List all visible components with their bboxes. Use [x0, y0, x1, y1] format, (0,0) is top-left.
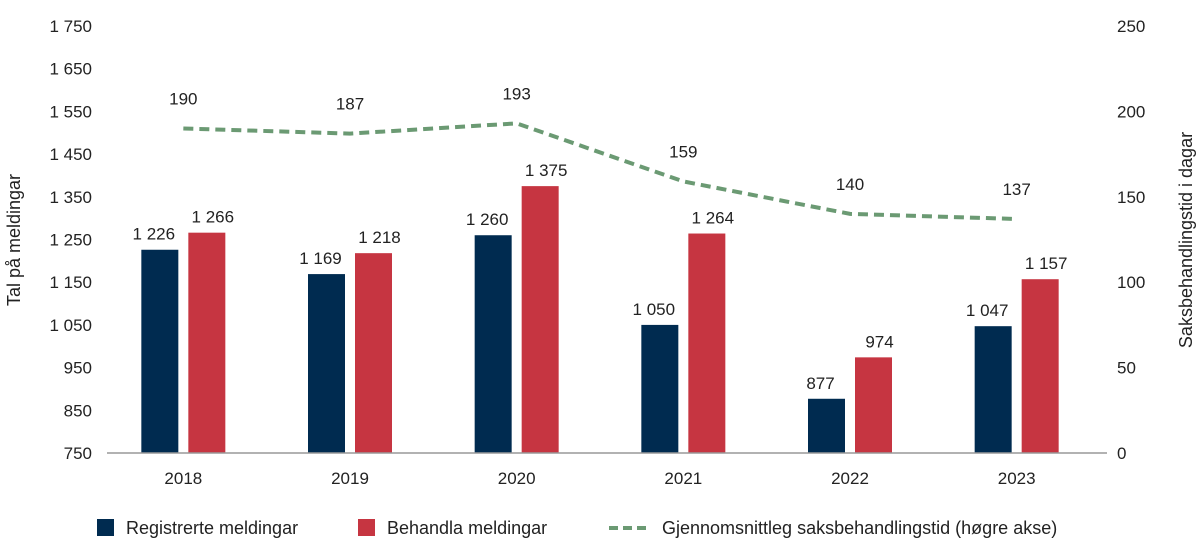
- y2-tick-label: 150: [1117, 188, 1145, 207]
- bar-registrerte-2019: [308, 274, 345, 453]
- bar-value-label: 1 260: [466, 210, 509, 229]
- line-value-label: 137: [1002, 180, 1030, 199]
- y-tick-label: 950: [64, 359, 92, 378]
- line-value-label: 187: [336, 95, 364, 114]
- bar-value-label: 1 375: [525, 161, 568, 180]
- line-value-label: 159: [669, 142, 697, 161]
- x-tick-label: 2022: [831, 469, 869, 488]
- y-tick-label: 750: [64, 444, 92, 463]
- line-value-label: 190: [169, 89, 197, 108]
- y-axis-label: Tal på meldingar: [4, 174, 24, 306]
- bar-value-label: 974: [865, 332, 893, 351]
- y-tick-label: 1 750: [49, 17, 92, 36]
- legend-label-behandla: Behandla meldingar: [387, 518, 547, 538]
- legend-label-saksbehandlingstid: Gjennomsnittleg saksbehandlingstid (høgr…: [662, 518, 1057, 538]
- bar-registrerte-2022: [808, 398, 845, 453]
- y-tick-label: 850: [64, 401, 92, 420]
- legend-swatch-behandla: [358, 519, 375, 536]
- bar-value-label: 877: [806, 374, 834, 393]
- bar-registrerte-2023: [974, 326, 1012, 453]
- bar-value-label: 1 264: [692, 209, 735, 228]
- y-tick-label: 1 250: [49, 231, 92, 250]
- bar-value-label: 1 157: [1025, 254, 1068, 273]
- y-tick-label: 1 650: [49, 60, 92, 79]
- y2-tick-label: 250: [1117, 17, 1145, 36]
- bar-value-label: 1 226: [133, 225, 176, 244]
- y-tick-label: 1 150: [49, 273, 92, 292]
- bar-registrerte-2021: [641, 324, 679, 453]
- bar-behandla-2022: [855, 357, 892, 453]
- x-tick-label: 2019: [331, 469, 369, 488]
- y-tick-label: 1 450: [49, 145, 92, 164]
- bar-value-label: 1 266: [192, 208, 235, 227]
- x-tick-label: 2021: [664, 469, 702, 488]
- bar-value-label: 1 218: [358, 228, 401, 247]
- bar-behandla-2023: [1021, 279, 1059, 453]
- legend-swatch-registrerte: [97, 519, 114, 536]
- y-tick-label: 1 050: [49, 316, 92, 335]
- bar-registrerte-2018: [141, 249, 179, 453]
- bar-behandla-2020: [521, 186, 559, 453]
- bar-value-label: 1 047: [966, 301, 1009, 320]
- y-tick-label: 1 350: [49, 188, 92, 207]
- bar-behandla-2019: [355, 253, 392, 453]
- y2-axis-label: Saksbehandlingstid i dagar: [1176, 132, 1196, 348]
- legend-label-registrerte: Registrerte meldingar: [126, 518, 298, 538]
- x-tick-label: 2020: [498, 469, 536, 488]
- y2-tick-label: 0: [1117, 444, 1126, 463]
- bar-registrerte-2020: [474, 235, 512, 453]
- y-tick-label: 1 550: [49, 102, 92, 121]
- line-saksbehandlingstid: [183, 121, 1017, 222]
- x-tick-label: 2018: [164, 469, 202, 488]
- x-tick-label: 2023: [998, 469, 1036, 488]
- line-value-label: 193: [502, 84, 530, 103]
- y2-tick-label: 50: [1117, 359, 1136, 378]
- bar-value-label: 1 169: [299, 249, 342, 268]
- legend: Registrerte meldingar Behandla meldingar…: [97, 518, 1057, 538]
- bar-behandla-2018: [188, 232, 226, 453]
- bar-behandla-2021: [688, 233, 726, 453]
- y2-tick-label: 100: [1117, 273, 1145, 292]
- line-value-label: 140: [836, 175, 864, 194]
- bar-value-label: 1 050: [633, 300, 676, 319]
- y2-tick-label: 200: [1117, 102, 1145, 121]
